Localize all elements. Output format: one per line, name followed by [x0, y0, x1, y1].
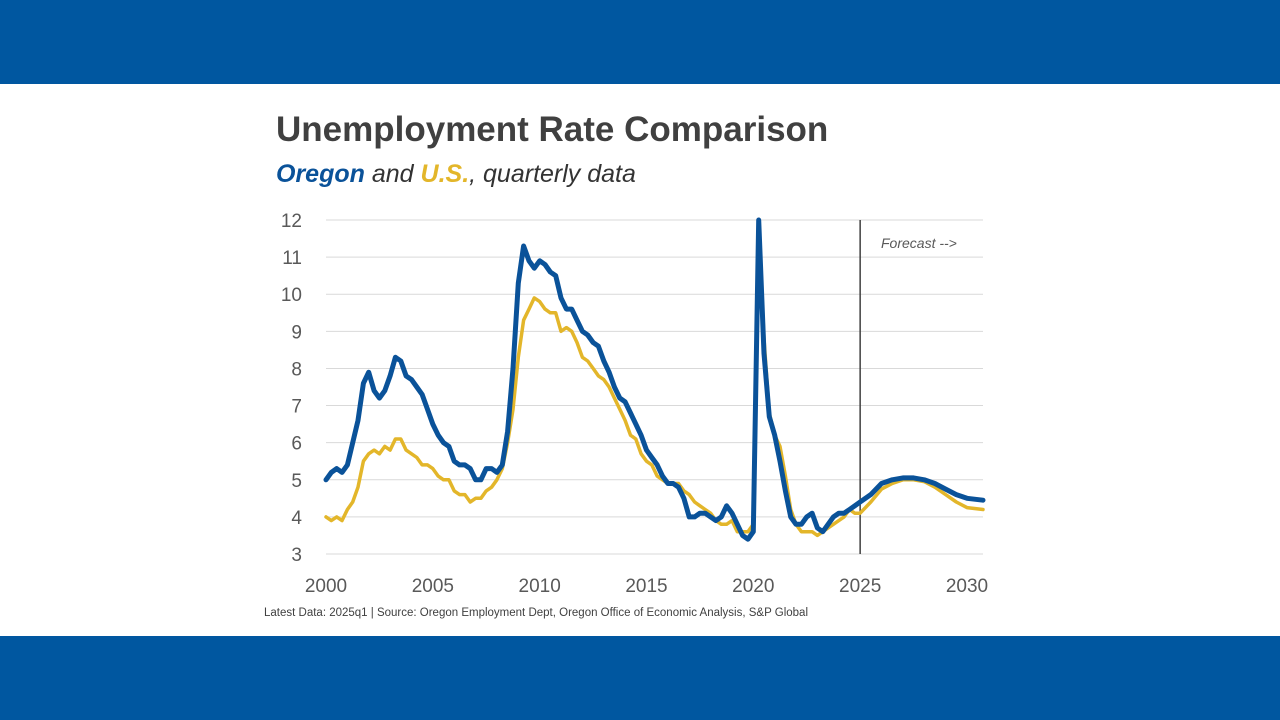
forecast-label: Forecast --> — [881, 235, 957, 251]
y-tick-label-12: 12 — [281, 211, 302, 232]
subtitle-rest: , quarterly data — [469, 160, 636, 188]
y-tick-label-8: 8 — [291, 359, 302, 380]
x-tick-label-2015: 2015 — [625, 576, 667, 597]
x-tick-label-2020: 2020 — [732, 576, 774, 597]
x-tick-label-2000: 2000 — [305, 576, 347, 597]
source-note: Latest Data: 2025q1 | Source: Oregon Emp… — [264, 607, 808, 619]
subtitle-oregon: Oregon — [276, 160, 365, 188]
y-tick-label-11: 11 — [282, 248, 302, 269]
series-line-us — [324, 221, 985, 538]
y-tick-label-4: 4 — [291, 508, 302, 529]
y-tick-label-10: 10 — [281, 285, 302, 306]
subtitle-connector: and — [364, 160, 421, 188]
chart-subtitle: Oregon and U.S., quarterly data — [276, 160, 636, 189]
subtitle-us: U.S. — [420, 160, 470, 188]
x-tick-label-2025: 2025 — [839, 576, 881, 597]
y-tick-label-6: 6 — [291, 434, 302, 455]
x-tick-label-2005: 2005 — [412, 576, 454, 597]
bottom-banner — [0, 636, 1280, 720]
y-tick-label-3: 3 — [291, 545, 302, 566]
series-line-oregon — [323, 217, 986, 542]
chart-title: Unemployment Rate Comparison — [276, 110, 829, 149]
y-tick-label-5: 5 — [291, 471, 302, 492]
y-tick-label-9: 9 — [291, 322, 302, 343]
x-tick-label-2010: 2010 — [519, 576, 561, 597]
x-tick-label-2030: 2030 — [946, 576, 988, 597]
top-banner — [0, 0, 1280, 84]
y-tick-label-7: 7 — [291, 397, 302, 418]
